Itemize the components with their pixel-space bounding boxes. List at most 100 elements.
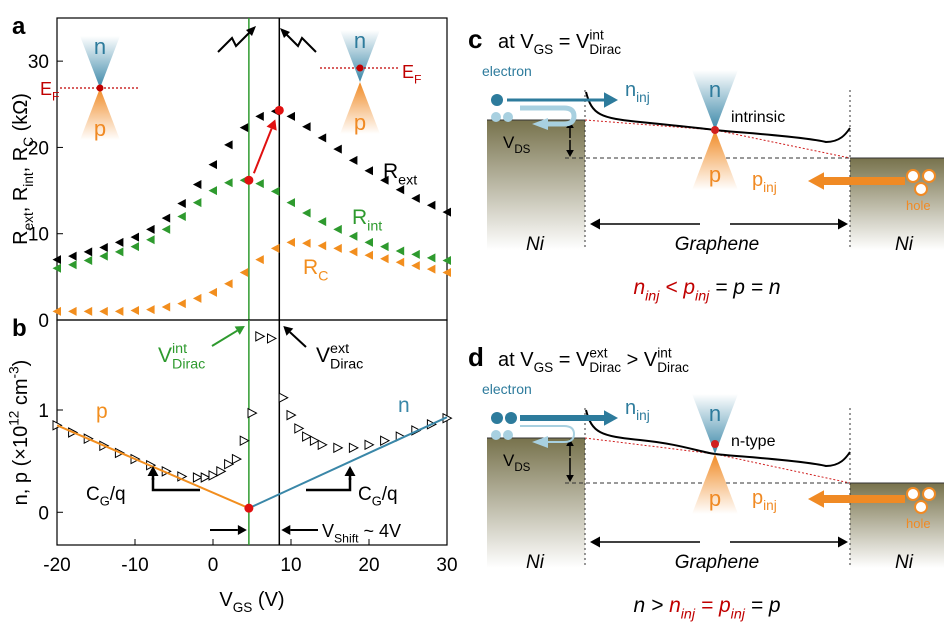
hole	[915, 183, 927, 195]
data-point	[380, 242, 389, 251]
injection-label: pinj	[752, 487, 777, 513]
series-label: RC	[303, 256, 328, 284]
fermi-dot	[711, 440, 719, 448]
diagram-title-part: int	[657, 346, 672, 361]
equation-part: n >	[633, 594, 669, 617]
data-point	[209, 160, 218, 169]
data-point	[248, 409, 257, 418]
diagram-title-part: int	[589, 28, 604, 43]
data-point	[146, 305, 155, 314]
doping-state: n-type	[731, 433, 776, 450]
data-point	[287, 112, 296, 121]
injection-label-part: inj	[636, 90, 650, 105]
fermi-label-part: E	[40, 79, 52, 99]
data-point	[349, 443, 358, 452]
data-point	[349, 232, 358, 241]
series-label: p	[96, 400, 108, 423]
electron	[491, 412, 503, 424]
data-point	[365, 166, 374, 175]
data-point	[318, 440, 327, 449]
data-point	[217, 467, 226, 476]
equation-part: inj	[695, 288, 710, 304]
diagram-title-part: = V	[553, 349, 590, 371]
ni-contact	[487, 438, 585, 568]
graphene-label: Graphene	[675, 234, 760, 255]
vds-label-part: V	[503, 451, 515, 470]
data-point	[99, 252, 108, 261]
graphene-label: Graphene	[675, 552, 760, 573]
diagram-title-part: Dirac	[589, 360, 621, 375]
data-point	[68, 307, 77, 316]
data-point	[333, 225, 342, 234]
data-point	[427, 253, 436, 262]
hole-label: hole	[906, 516, 931, 531]
data-point	[209, 288, 218, 297]
series-label-part: n	[398, 394, 410, 417]
hole	[907, 170, 919, 182]
data-point	[271, 187, 280, 196]
y-axis-label-part: , R	[10, 147, 32, 173]
annotation: VextDirac	[316, 341, 363, 372]
data-point	[240, 123, 249, 132]
arrow-head	[238, 525, 247, 535]
y-axis-label: n, p (×1012 cm-3)	[7, 360, 32, 506]
y-axis-label-part: C	[21, 137, 36, 147]
electron	[491, 94, 503, 106]
ni-label: Ni	[895, 234, 914, 255]
x-axis-label-part: GS	[233, 600, 253, 615]
arrow-head	[838, 219, 848, 230]
arrow-head	[345, 466, 356, 476]
data-point	[396, 246, 405, 255]
data-point	[225, 460, 234, 469]
injection-label-part: n	[625, 397, 636, 419]
arrow-head	[604, 410, 618, 425]
highlight-point	[275, 106, 284, 115]
diagram-title-part: = V	[553, 31, 590, 53]
fermi-label-part: E	[402, 62, 414, 82]
x-tick-label: 10	[280, 555, 301, 576]
injection-label-part: p	[752, 487, 763, 509]
data-point	[115, 307, 124, 316]
hole	[923, 170, 935, 182]
cone-p: p	[709, 162, 721, 187]
vds-label-part: DS	[514, 462, 530, 474]
electron-label: electron	[482, 381, 532, 397]
equation-part: inj	[681, 606, 696, 622]
equation-part: =	[695, 594, 719, 617]
data-point	[224, 279, 233, 288]
cone-n: n	[94, 34, 106, 59]
hole	[907, 488, 919, 500]
data-point	[396, 258, 405, 267]
data-point	[318, 133, 327, 142]
y-tick-label: 0	[38, 503, 49, 524]
ni-label: Ni	[526, 552, 545, 573]
x-axis-label-part: V	[219, 589, 233, 611]
figure: a0102030Rext, Rint, RC (kΩ)RextRintRCb01…	[0, 0, 944, 630]
cone-p: p	[354, 110, 366, 135]
fermi-dot	[357, 65, 364, 72]
y-axis-label-part: n, p (×10	[10, 426, 32, 506]
data-point	[115, 238, 124, 247]
data-point	[256, 332, 264, 341]
annotation-part: Dirac	[330, 356, 363, 372]
arrow-head	[604, 92, 618, 107]
data-point	[68, 260, 77, 269]
series-label-part: R	[352, 206, 367, 229]
highlight-point	[244, 504, 253, 513]
panel-label: b	[12, 315, 27, 342]
reflected-electron	[491, 430, 501, 440]
series-label: n	[398, 394, 410, 417]
data-point	[279, 393, 288, 402]
diagram-title-part: GS	[534, 360, 554, 375]
data-point	[365, 251, 374, 260]
data-point	[295, 424, 304, 433]
data-point	[318, 217, 327, 226]
hole	[923, 488, 935, 500]
series-label-part: C	[318, 268, 328, 284]
annotation: CG/q	[358, 484, 398, 509]
data-point	[380, 254, 389, 263]
data-point	[271, 244, 280, 253]
y-tick-label: 1	[38, 401, 49, 422]
cone-p: p	[709, 486, 721, 511]
